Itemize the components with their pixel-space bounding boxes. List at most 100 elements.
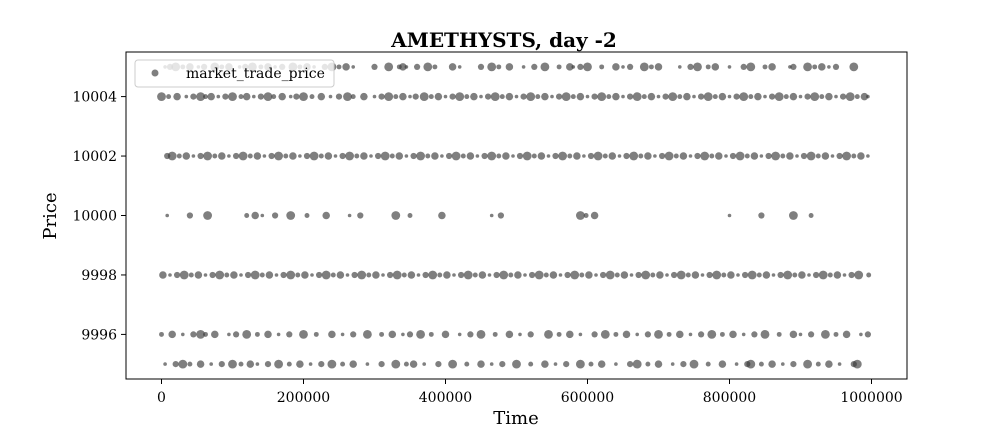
data-point [748, 94, 754, 100]
data-point [499, 270, 509, 280]
data-point [272, 212, 279, 219]
data-point [612, 63, 620, 71]
data-point [511, 154, 515, 158]
data-point [591, 93, 598, 100]
data-point [440, 154, 444, 158]
data-point [293, 93, 300, 100]
data-point [416, 151, 425, 161]
data-point [387, 271, 394, 279]
data-point [842, 330, 851, 339]
data-point [339, 152, 346, 160]
data-point [857, 152, 865, 160]
data-point [564, 271, 571, 279]
data-point [168, 273, 172, 277]
data-point [627, 361, 634, 368]
data-point [499, 94, 505, 100]
data-point [165, 213, 169, 218]
data-point [549, 271, 558, 279]
data-point [316, 271, 323, 279]
data-point [304, 213, 310, 218]
data-point [384, 62, 394, 72]
data-point [209, 271, 216, 279]
data-point [247, 153, 253, 159]
data-point [718, 92, 727, 101]
data-point [763, 94, 767, 99]
data-point [516, 152, 524, 160]
data-point [792, 272, 798, 278]
data-point [578, 332, 583, 337]
data-point [698, 93, 705, 100]
data-point [727, 94, 732, 99]
data-point [218, 361, 225, 368]
data-point [251, 211, 259, 220]
y-axis-label: Price [40, 192, 61, 239]
data-point [527, 331, 534, 338]
data-point [818, 63, 826, 71]
data-point [552, 152, 559, 160]
y-tick-label: 9998 [81, 268, 117, 284]
data-point [363, 330, 372, 339]
data-point [203, 151, 213, 161]
data-point [238, 361, 244, 367]
data-point [446, 152, 453, 160]
data-point [810, 92, 820, 101]
data-point [449, 93, 456, 100]
data-point [499, 361, 506, 368]
data-point [765, 152, 772, 160]
data-point [808, 213, 814, 218]
data-point [313, 331, 319, 337]
data-point [806, 151, 816, 161]
data-point [345, 273, 350, 277]
data-point [259, 272, 265, 278]
data-point [340, 361, 346, 367]
data-point [496, 153, 502, 159]
data-point [163, 362, 167, 366]
data-point [760, 330, 770, 339]
data-point [487, 273, 492, 277]
data-point [608, 152, 617, 160]
data-point [252, 94, 256, 99]
data-point [434, 92, 443, 101]
data-point [666, 331, 672, 337]
data-point [263, 92, 273, 101]
data-point [274, 359, 283, 369]
data-point [526, 92, 536, 101]
data-point [333, 154, 338, 158]
data-point [422, 271, 429, 279]
data-point [372, 94, 377, 99]
x-tick-label: 0 [157, 390, 166, 406]
data-point [754, 92, 762, 101]
data-point [840, 93, 847, 100]
data-point [733, 93, 740, 100]
data-point [783, 94, 789, 100]
data-point [286, 270, 296, 280]
data-point [571, 65, 576, 69]
data-point [621, 94, 625, 99]
data-point [711, 63, 720, 71]
data-point [477, 360, 485, 368]
data-point [721, 272, 727, 278]
data-point [815, 361, 821, 367]
data-point [688, 332, 693, 337]
data-point [845, 92, 855, 101]
data-point [467, 331, 474, 338]
data-point [866, 272, 872, 278]
data-point [727, 271, 735, 279]
data-point [678, 65, 682, 69]
data-point [724, 154, 728, 158]
data-point [790, 361, 797, 368]
data-point [366, 272, 372, 278]
data-point [570, 94, 576, 100]
data-point [700, 273, 705, 277]
data-point [408, 94, 412, 99]
data-point [168, 330, 176, 339]
data-point [276, 332, 281, 337]
data-point [351, 271, 358, 279]
data-point [673, 153, 679, 159]
data-point [487, 62, 497, 72]
data-point [435, 361, 442, 368]
data-point [556, 93, 563, 100]
data-point [665, 273, 669, 277]
data-point [187, 361, 193, 367]
data-point [176, 153, 182, 159]
